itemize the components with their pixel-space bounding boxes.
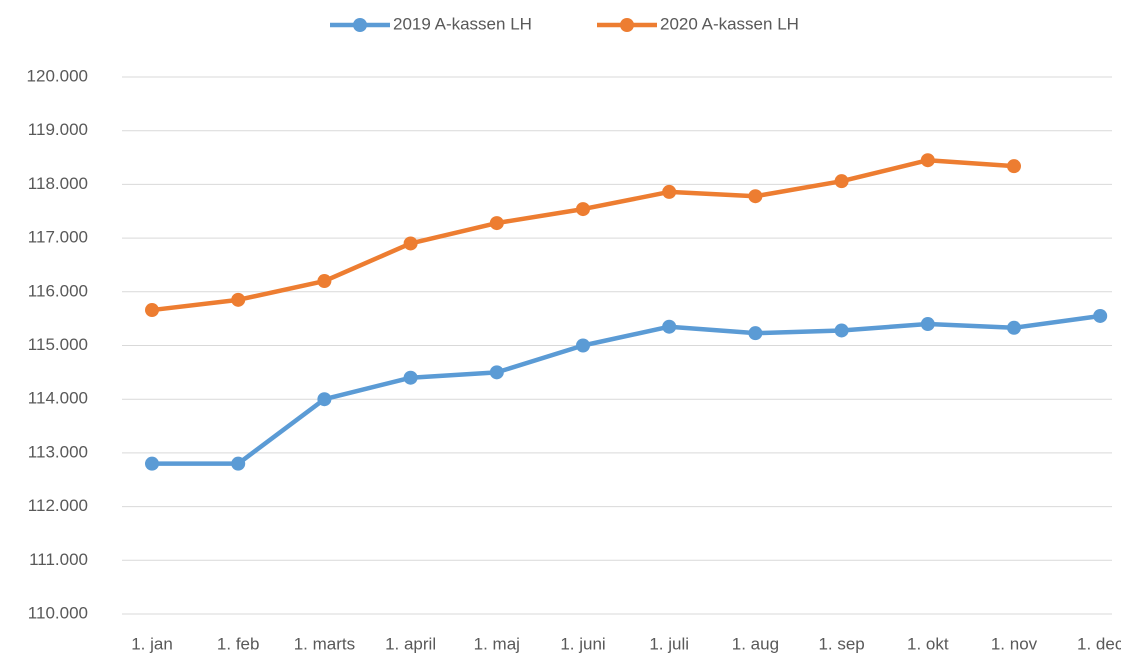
x-tick-label: 1. dec [1077,634,1121,653]
data-point [489,365,504,380]
series-line [151,157,1015,313]
data-point [403,370,418,385]
data-point [317,274,332,289]
data-point [834,174,849,189]
x-tick-label: 1. jan [131,634,173,653]
data-point [1093,308,1108,323]
legend-label: 2020 A-kassen LH [660,14,799,33]
legend-label: 2019 A-kassen LH [393,14,532,33]
y-tick-label: 113.000 [28,442,88,461]
x-tick-label: 1. sep [818,634,864,653]
y-tick-label: 116.000 [28,281,88,300]
y-tick-label: 112.000 [28,496,88,515]
x-tick-label: 1. juli [649,634,689,653]
data-point [1007,159,1021,174]
legend-marker [353,18,367,32]
y-tick-label: 117.000 [28,228,88,247]
data-point [576,338,590,353]
x-tick-label: 1. juni [560,634,605,653]
y-tick-label: 115.000 [28,335,88,354]
x-tick-label: 1. feb [217,634,260,653]
x-tick-label: 1. aug [732,634,779,653]
y-tick-label: 118.000 [28,174,88,193]
data-point [834,323,849,338]
data-point [748,189,763,204]
data-point [145,456,159,471]
y-tick-label: 119.000 [28,120,88,139]
data-point [920,317,935,332]
x-tick-label: 1. april [385,634,436,653]
data-point [576,202,590,217]
data-point [662,319,677,334]
data-point [403,236,418,251]
data-point [231,456,246,471]
y-tick-label: 120.000 [27,66,88,85]
x-tick-label: 1. marts [294,634,355,653]
x-tick-label: 1. maj [474,634,520,653]
y-tick-label: 110.000 [28,603,88,622]
series-line [152,313,1101,466]
y-tick-label: 111.000 [29,550,88,569]
data-point [748,326,763,341]
y-tick-label: 114.000 [28,389,88,408]
x-tick-label: 1. okt [907,634,949,653]
data-point [1007,320,1021,335]
data-point [317,392,332,407]
data-point [231,292,246,307]
data-point [489,216,504,231]
data-point [145,303,159,318]
data-point [662,184,677,199]
legend-marker [620,18,634,32]
x-tick-label: 1. nov [991,634,1038,653]
data-point [920,153,935,168]
